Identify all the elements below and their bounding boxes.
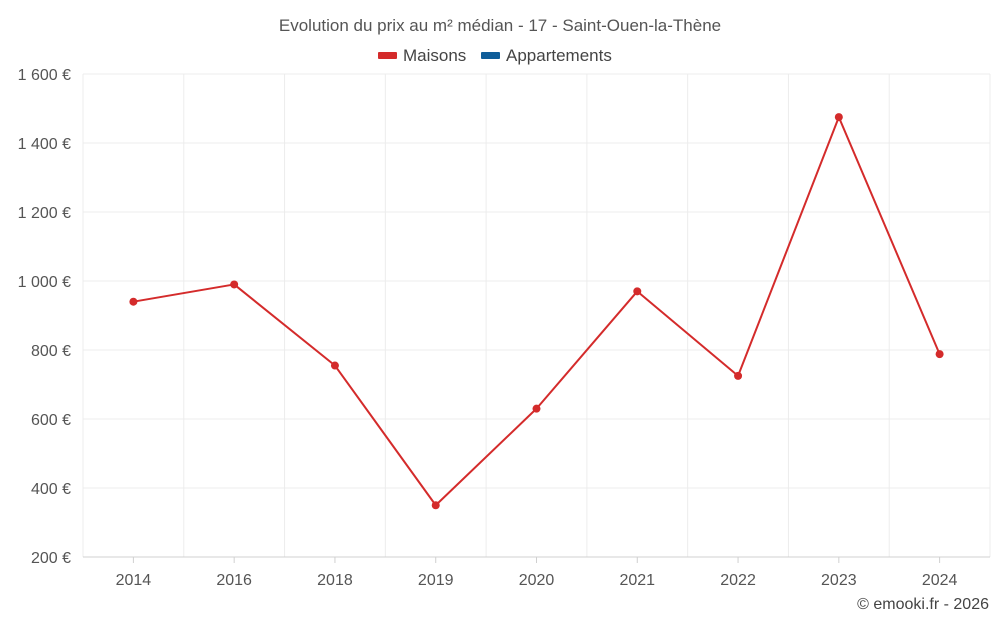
- x-tick-label: 2019: [418, 572, 454, 589]
- data-point-maisons[interactable]: [633, 287, 642, 296]
- series-line-maisons: [133, 116, 941, 507]
- y-tick-label: 1 200 €: [18, 205, 71, 222]
- x-tick-label: 2018: [317, 572, 353, 589]
- data-point-maisons[interactable]: [330, 361, 339, 370]
- legend-item-maisons[interactable]: Maisons: [378, 46, 466, 65]
- grid: [82, 73, 991, 558]
- legend-item-appartements[interactable]: Appartements: [481, 46, 612, 65]
- x-tick-label: 2021: [619, 572, 655, 589]
- chart-title: Evolution du prix au m² médian - 17 - Sa…: [279, 16, 721, 35]
- data-point-maisons[interactable]: [129, 297, 138, 306]
- legend-label-maisons: Maisons: [403, 46, 466, 65]
- data-point-maisons[interactable]: [935, 350, 944, 359]
- x-tick-label: 2023: [821, 572, 857, 589]
- x-tick-label: 2016: [216, 572, 252, 589]
- y-tick-label: 1 600 €: [18, 67, 71, 84]
- y-axis: 1 600 € 1 400 € 1 200 € 1 000 € 800 € 600 € 40…: [18, 67, 71, 567]
- legend: Maisons Appartements: [378, 46, 612, 65]
- y-tick-label: 800 €: [31, 343, 71, 360]
- credit-text: © emooki.fr - 2026: [857, 596, 989, 613]
- x-tick-label: 2022: [720, 572, 756, 589]
- x-tick-label: 2014: [116, 572, 152, 589]
- data-point-maisons[interactable]: [431, 501, 440, 510]
- x-tick-label: 2024: [922, 572, 958, 589]
- data-point-maisons[interactable]: [532, 404, 541, 413]
- y-tick-label: 600 €: [31, 412, 71, 429]
- legend-label-appartements: Appartements: [506, 46, 612, 65]
- legend-swatch-maisons: [378, 52, 397, 59]
- y-tick-label: 1 400 €: [18, 136, 71, 153]
- data-point-maisons[interactable]: [734, 371, 743, 380]
- data-point-maisons[interactable]: [230, 280, 239, 289]
- y-tick-label: 200 €: [31, 550, 71, 567]
- x-axis: 2014 2016 2018 2019 2020 2021 2022 2023 2024: [83, 556, 990, 589]
- y-tick-label: 400 €: [31, 481, 71, 498]
- series-maisons: [129, 113, 944, 510]
- legend-swatch-appartements: [481, 52, 500, 59]
- x-tick-label: 2020: [519, 572, 555, 589]
- y-tick-label: 1 000 €: [18, 274, 71, 291]
- data-point-maisons[interactable]: [834, 113, 843, 122]
